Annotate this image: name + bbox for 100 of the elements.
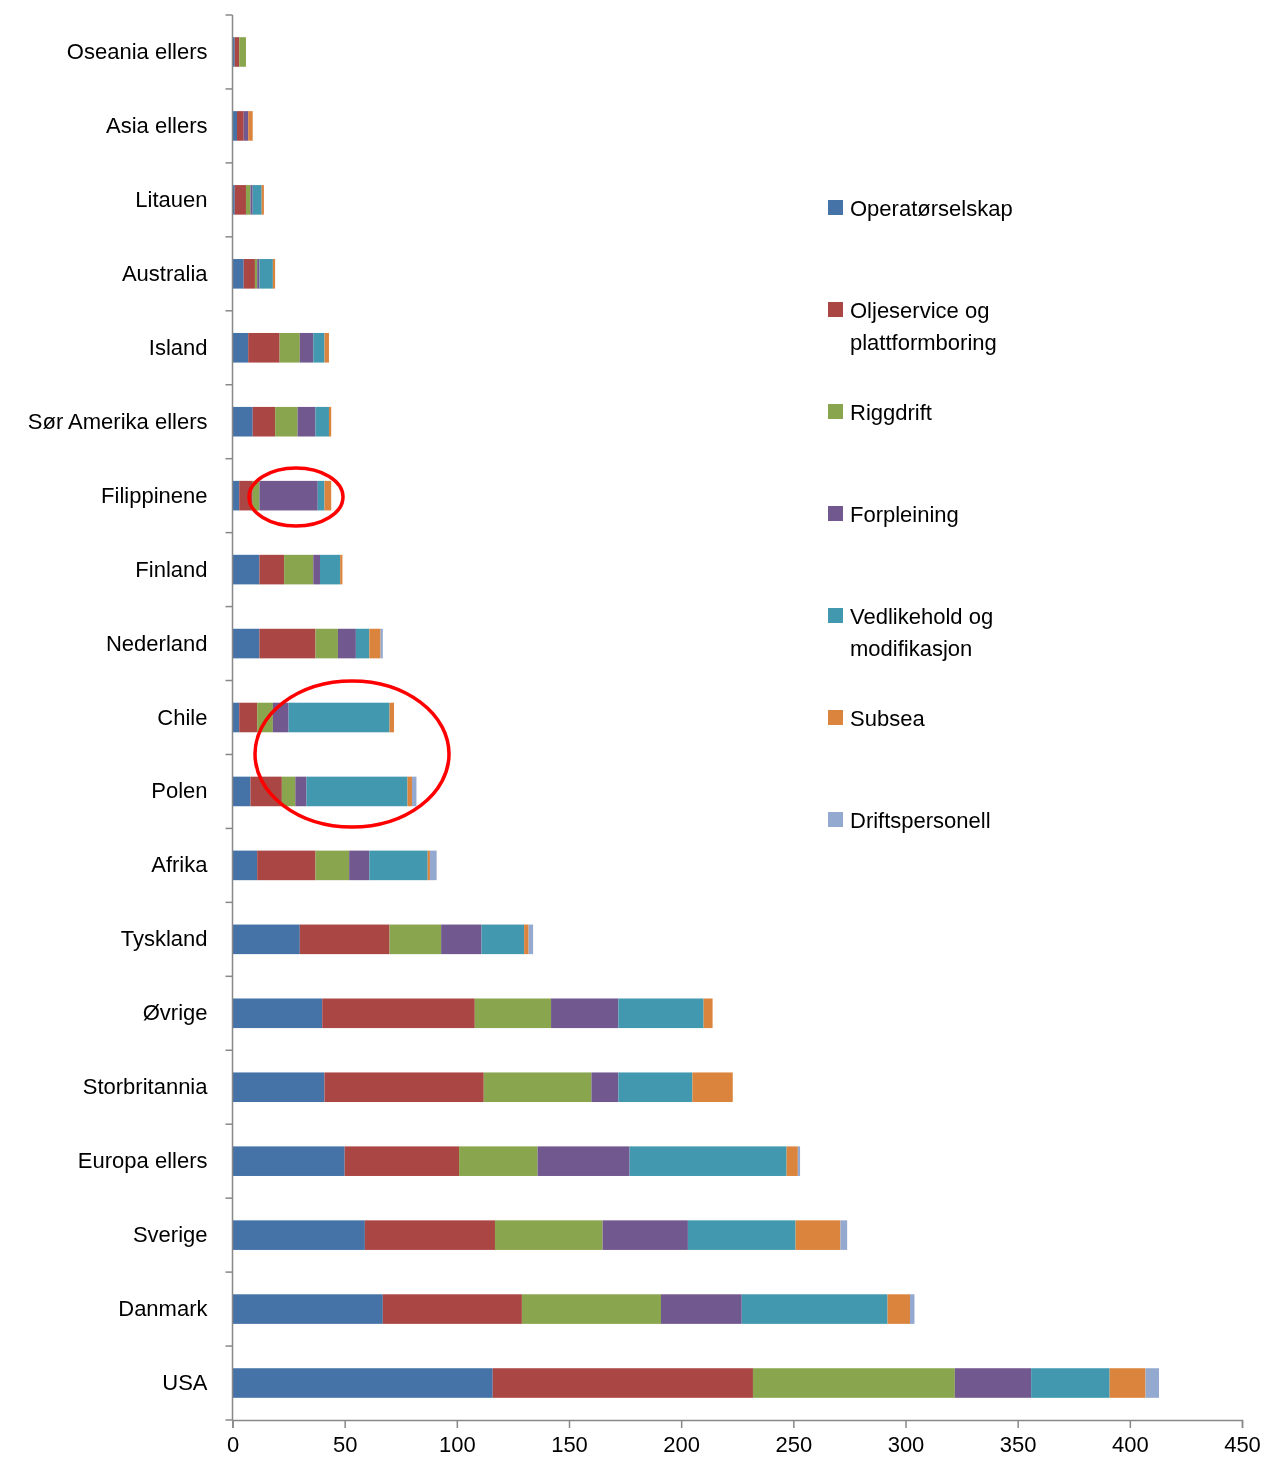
bar — [313, 554, 320, 585]
x-tick-label: 450 — [1224, 1431, 1261, 1457]
bar — [232, 406, 253, 437]
y-tick-label: Storbritannia — [82, 1074, 209, 1100]
bar — [232, 1294, 383, 1324]
bar — [234, 185, 246, 215]
bar — [909, 1294, 915, 1324]
bar — [324, 480, 332, 511]
bar — [322, 998, 475, 1029]
bar — [483, 1072, 592, 1103]
x-tick-label: 300 — [887, 1431, 925, 1457]
bar — [492, 1368, 753, 1398]
bar — [602, 1220, 688, 1250]
y-tick-label: Litauen — [135, 186, 208, 212]
bar — [703, 998, 713, 1029]
x-tick-label: 200 — [663, 1431, 701, 1457]
bar — [315, 850, 350, 881]
bar — [474, 998, 552, 1029]
legend-label: Driftspersonell — [850, 807, 991, 833]
bar — [1109, 1368, 1146, 1398]
bar — [328, 406, 332, 437]
y-tick-label: Europa ellers — [77, 1148, 208, 1174]
bar — [481, 924, 525, 955]
bar — [741, 1294, 888, 1324]
bar — [299, 924, 390, 955]
bar — [252, 185, 262, 215]
bar — [257, 850, 316, 881]
bar — [275, 406, 298, 437]
bar — [284, 554, 314, 585]
bar — [259, 259, 273, 289]
bar — [232, 111, 237, 141]
bar — [232, 332, 249, 363]
bar — [232, 554, 260, 585]
y-tick-label: Polen — [151, 778, 208, 804]
legend-label: Riggdrift — [850, 399, 932, 425]
bar — [337, 628, 356, 659]
legend-label: Operatørselskap — [850, 195, 1013, 221]
bar — [429, 850, 437, 881]
bar — [232, 1368, 493, 1398]
x-tick-label: 150 — [551, 1431, 588, 1457]
x-tick-label: 400 — [1111, 1431, 1149, 1457]
y-tick-label: Australia — [121, 260, 209, 286]
y-tick-label: Island — [148, 334, 208, 360]
bar — [232, 259, 244, 289]
bar — [954, 1368, 1032, 1398]
bar — [319, 554, 341, 585]
bar — [344, 1146, 460, 1176]
y-tick-label: Oseania ellers — [66, 39, 208, 65]
bar — [795, 1220, 841, 1250]
y-tick-label: Afrika — [151, 852, 209, 878]
bar — [272, 702, 289, 733]
bar — [315, 628, 338, 659]
bar — [389, 924, 442, 955]
legend-label: Oljeservice og plattformboring — [850, 297, 997, 355]
bar — [232, 1072, 325, 1103]
bar — [441, 924, 482, 955]
bar — [297, 406, 316, 437]
legend-label: Vedlikehold og modifikasjon — [850, 603, 994, 661]
bar — [618, 998, 704, 1029]
bar — [887, 1294, 910, 1324]
x-tick-label: 250 — [775, 1431, 813, 1457]
bar — [245, 185, 251, 215]
bar — [239, 702, 258, 733]
bar — [288, 702, 390, 733]
y-tick-label: USA — [162, 1370, 208, 1396]
bar — [692, 1072, 733, 1103]
bar — [259, 554, 285, 585]
bar — [261, 185, 264, 215]
bar — [315, 406, 329, 437]
y-tick-label: Danmark — [118, 1296, 209, 1322]
y-tick-label: Filippinene — [101, 482, 208, 508]
bar — [324, 1072, 484, 1103]
legend-label: Forpleining — [850, 501, 959, 527]
bar — [232, 924, 300, 955]
bar — [232, 1220, 365, 1250]
bar — [232, 628, 260, 659]
bar — [382, 1294, 522, 1324]
bar — [752, 1368, 955, 1398]
bar — [232, 1146, 345, 1176]
bar — [272, 259, 276, 289]
bar — [259, 480, 318, 511]
legend-label: Subsea — [850, 705, 926, 731]
bar — [232, 185, 235, 215]
bar — [232, 702, 240, 733]
bar — [299, 332, 314, 363]
bar — [521, 1294, 661, 1324]
bar — [629, 1146, 787, 1176]
bar — [239, 37, 246, 67]
bar — [618, 1072, 693, 1103]
bar — [232, 480, 240, 511]
bar — [306, 776, 408, 807]
bar — [797, 1146, 801, 1176]
bar — [1145, 1368, 1159, 1398]
bar — [349, 850, 370, 881]
bar — [232, 850, 258, 881]
bar — [369, 850, 428, 881]
bar — [232, 37, 235, 67]
y-tick-label: Tyskland — [120, 926, 208, 952]
x-tick-label: 350 — [999, 1431, 1037, 1457]
y-tick-label: Sør Amerika ellers — [27, 408, 208, 434]
